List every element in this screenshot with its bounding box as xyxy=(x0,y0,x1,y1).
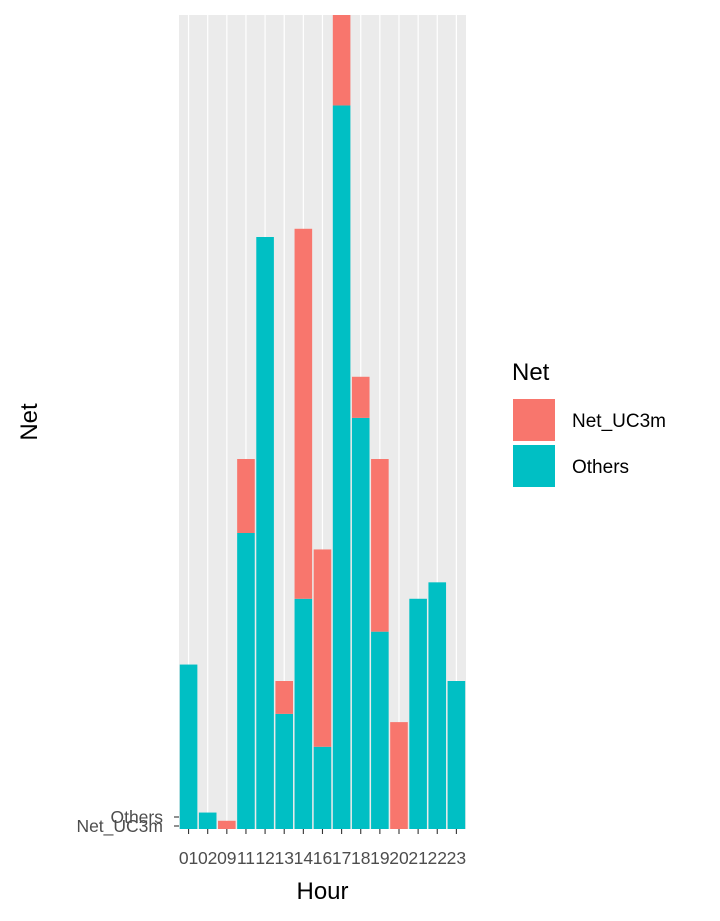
x-tick-label: 17 xyxy=(332,848,351,868)
x-tick-label: 14 xyxy=(294,848,314,868)
x-tick-label: 01 xyxy=(179,848,198,868)
x-tick-label: 09 xyxy=(217,848,236,868)
legend-key-net-uc3m xyxy=(513,399,555,441)
bar-net-uc3m-18 xyxy=(351,376,370,418)
bar-others-18 xyxy=(351,417,370,829)
x-tick-label: 20 xyxy=(389,848,409,868)
bar-others-16 xyxy=(313,746,332,829)
bar-net-uc3m-13 xyxy=(275,681,294,714)
x-tick-label: 21 xyxy=(408,848,427,868)
x-tick-label: 13 xyxy=(274,848,293,868)
bar-others-01 xyxy=(179,664,198,829)
legend-title: Net xyxy=(512,359,550,386)
x-tick-label: 12 xyxy=(255,848,274,868)
bar-others-19 xyxy=(371,631,389,829)
legend-label-net-uc3m: Net_UC3m xyxy=(572,411,666,432)
x-tick-label: 02 xyxy=(198,848,217,868)
bar-others-11 xyxy=(237,533,255,829)
x-tick-label: 22 xyxy=(428,848,447,868)
bar-others-22 xyxy=(428,582,447,829)
x-tick-label: 18 xyxy=(351,848,370,868)
bar-others-23 xyxy=(447,681,466,829)
x-axis: 01 02 09 11 12 13 14 16 17 18 19 20 21 22 23 xyxy=(179,829,466,868)
bar-net-uc3m-14 xyxy=(294,228,313,599)
bar-net-uc3m-20 xyxy=(390,722,408,829)
y-axis-title: Net xyxy=(16,403,43,441)
bar-net-uc3m-11 xyxy=(237,459,255,533)
y-tick-label: Others xyxy=(110,807,163,827)
bars xyxy=(179,15,466,829)
legend-label-others: Others xyxy=(572,457,629,478)
bar-others-12 xyxy=(256,237,274,829)
bar-net-uc3m-19 xyxy=(371,459,389,632)
y-tick-label: Net_UC3m xyxy=(76,816,163,837)
legend: Net Net_UC3m Others xyxy=(512,359,666,487)
bar-net-uc3m-16 xyxy=(313,549,332,747)
bar-others-02 xyxy=(198,812,217,829)
legend-key-others xyxy=(513,445,555,487)
x-tick-label: 11 xyxy=(237,848,255,868)
x-tick-label: 23 xyxy=(447,848,466,868)
bar-others-21 xyxy=(409,598,427,829)
bar-others-14 xyxy=(294,598,313,829)
bar-net-uc3m-17 xyxy=(332,15,351,106)
bar-others-17 xyxy=(332,105,351,829)
x-tick-label: 19 xyxy=(370,848,389,868)
x-axis-title: Hour xyxy=(296,878,348,905)
bar-others-13 xyxy=(275,713,294,829)
x-tick-label: 16 xyxy=(313,848,332,868)
bar-net-uc3m-09 xyxy=(218,820,236,829)
